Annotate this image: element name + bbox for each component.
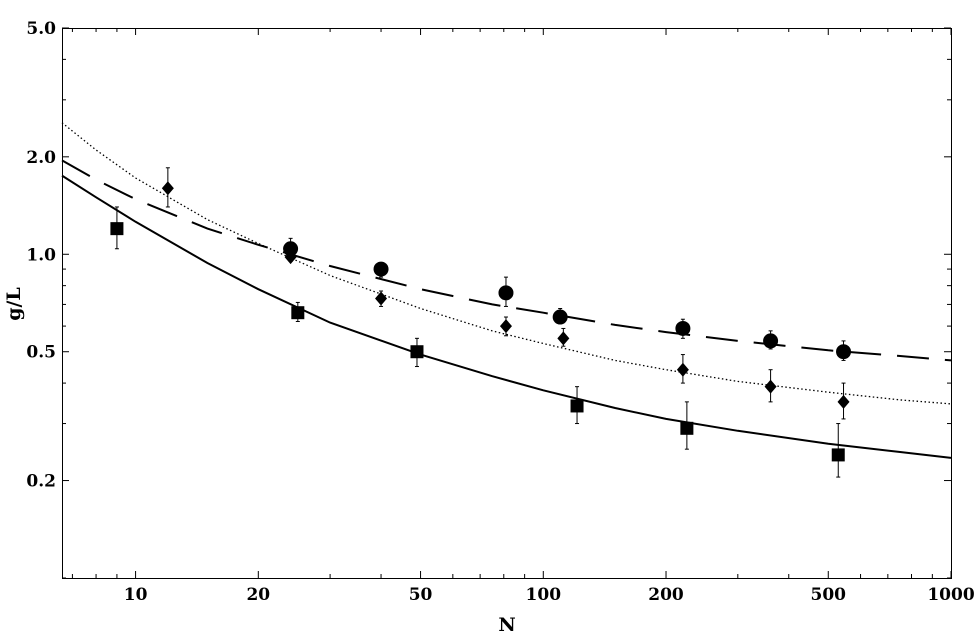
square-marker xyxy=(110,222,124,236)
y-axis-label: g/L xyxy=(3,287,25,321)
x-tick-labels: 10 20 50 100 200 500 1000 xyxy=(124,585,975,605)
x-tick-label: 20 xyxy=(246,585,270,605)
data-markers xyxy=(110,181,852,462)
x-tick-label: 200 xyxy=(648,585,684,605)
x-tick-label: 500 xyxy=(811,585,847,605)
diamond-marker xyxy=(837,394,850,409)
circle-marker xyxy=(373,261,389,277)
diamond-marker xyxy=(499,319,512,334)
diamond-marker xyxy=(764,379,777,394)
axis-ticks xyxy=(62,27,952,579)
y-tick-label: 0.2 xyxy=(26,472,56,492)
circle-marker xyxy=(836,344,852,360)
circle-marker xyxy=(283,241,299,257)
circle-marker xyxy=(498,285,514,301)
circle-marker xyxy=(552,309,568,325)
square-marker xyxy=(570,399,584,413)
circle-marker xyxy=(763,333,779,349)
y-tick-label: 0.5 xyxy=(26,343,56,363)
square-marker xyxy=(291,306,305,320)
circle-marker xyxy=(675,320,691,336)
square-marker xyxy=(831,448,845,462)
diamond-marker xyxy=(676,362,689,377)
y-tick-label: 1.0 xyxy=(26,245,56,265)
x-axis-label: N xyxy=(498,614,515,636)
x-tick-label: 100 xyxy=(526,585,562,605)
plot-frame xyxy=(62,28,952,579)
diamond-marker xyxy=(557,331,570,346)
square-marker xyxy=(410,345,424,359)
fit-curve-solid xyxy=(61,174,952,459)
fit-curve-dotted xyxy=(61,122,952,405)
x-tick-label: 50 xyxy=(409,585,433,605)
diamond-marker xyxy=(161,181,174,196)
diamond-marker xyxy=(284,250,297,265)
diamond-marker xyxy=(375,291,388,306)
y-tick-labels: 0.2 0.5 1.0 2.0 5.0 xyxy=(26,19,56,492)
fit-curves xyxy=(61,122,952,459)
y-tick-label: 2.0 xyxy=(26,148,56,168)
square-marker xyxy=(680,421,694,435)
x-tick-label: 10 xyxy=(124,585,148,605)
y-tick-label: 5.0 xyxy=(26,19,56,39)
fit-curve-dashed xyxy=(61,159,952,362)
x-tick-label: 1000 xyxy=(927,585,974,605)
